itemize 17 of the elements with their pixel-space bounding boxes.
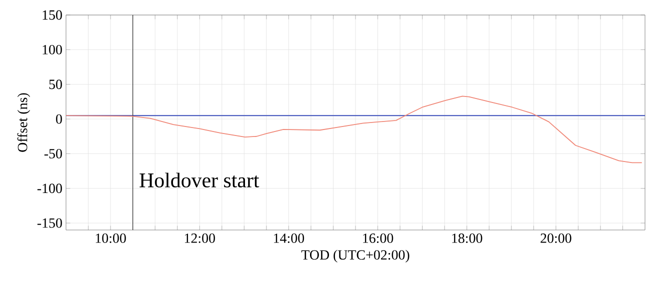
y-tick-label: -50 [44, 149, 62, 158]
x-tick-label: 12:00 [184, 234, 215, 243]
y-tick-label: 50 [49, 80, 62, 90]
x-axis-title: TOD (UTC+02:00) [301, 250, 410, 262]
y-tick-label: 150 [42, 10, 62, 20]
x-tick-label: 20:00 [540, 234, 572, 243]
y-tick-label: 0 [56, 114, 62, 124]
y-tick-label: 100 [42, 44, 62, 54]
y-axis-title: Offset (ns) [17, 93, 30, 152]
x-tick-label: 10:00 [96, 234, 126, 243]
y-tick-label: -150 [37, 218, 62, 228]
x-tick-label: 18:00 [452, 234, 482, 243]
annotation: Holdover start [140, 172, 260, 188]
y-tick-label: -100 [37, 184, 62, 194]
line-series [66, 96, 642, 164]
x-tick-label: 14:00 [274, 234, 304, 243]
x-tick-label: 16:00 [363, 234, 394, 243]
